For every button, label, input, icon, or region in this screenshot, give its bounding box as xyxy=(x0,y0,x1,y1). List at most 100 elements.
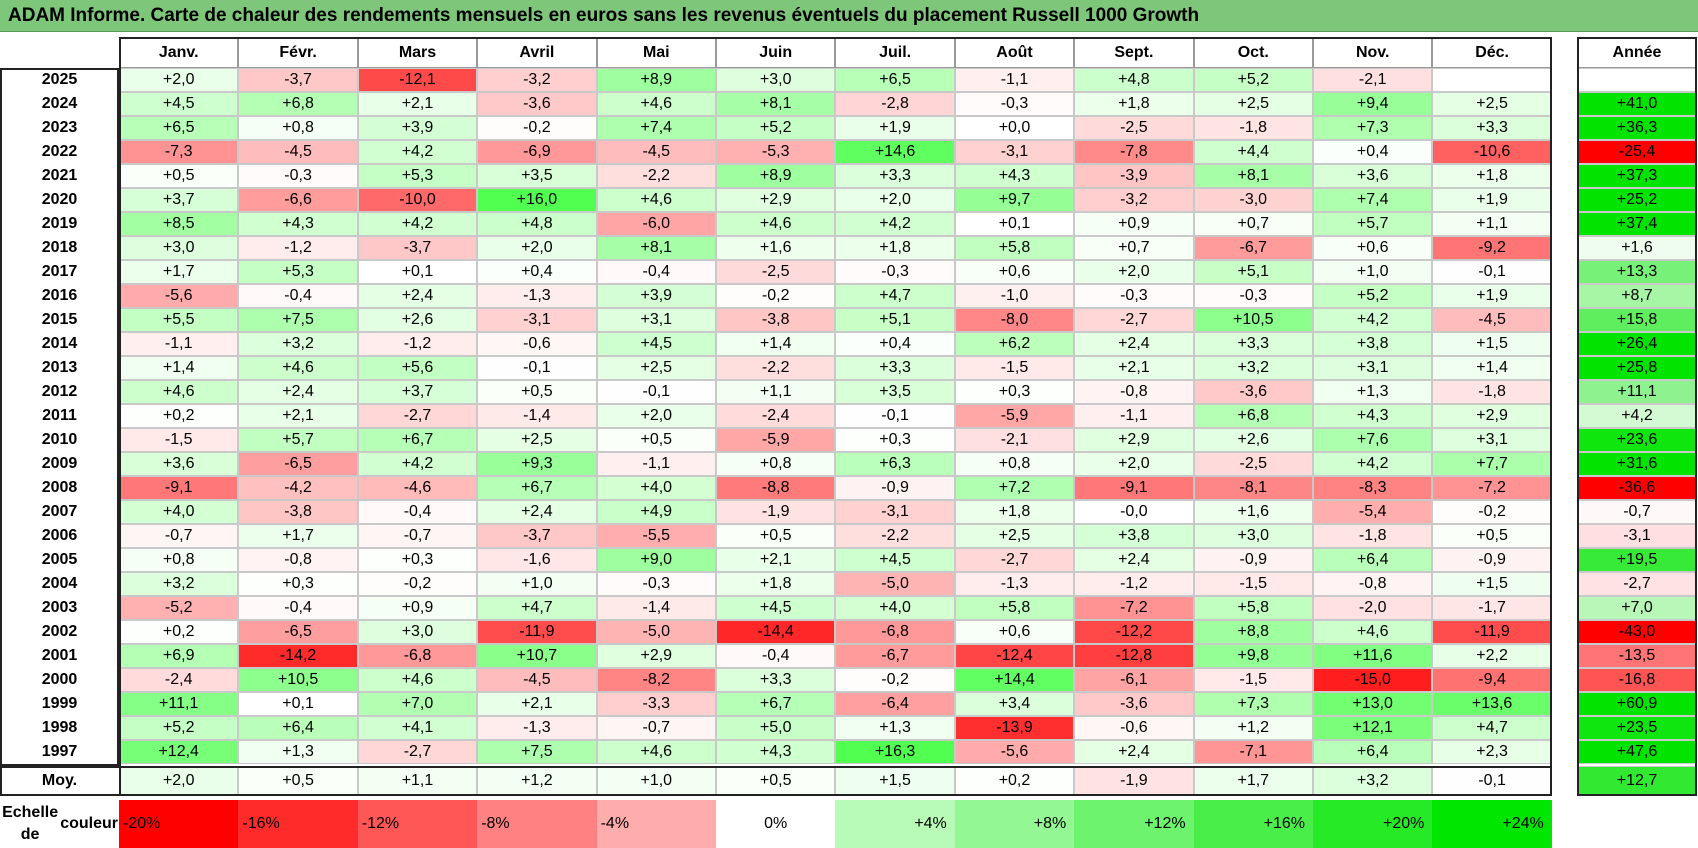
annual-cell: -25,4 xyxy=(1577,140,1697,164)
average-cell: +0,5 xyxy=(238,766,358,796)
heatmap-cell: +2,9 xyxy=(1432,404,1552,428)
heatmap-cell: -1,5 xyxy=(119,428,239,452)
heatmap-cell: -11,9 xyxy=(477,620,597,644)
heatmap-cell: -5,9 xyxy=(954,404,1075,428)
heatmap-cell: +6,3 xyxy=(835,452,955,476)
heatmap-cell: -7,2 xyxy=(1074,596,1194,620)
year-label: 2004 xyxy=(41,575,78,592)
heatmap-cell: -1,8 xyxy=(1313,524,1433,548)
heatmap-cell: -4,5 xyxy=(1432,308,1552,332)
average-cell: +2,0 xyxy=(119,766,239,796)
year-label: 2014 xyxy=(41,335,78,352)
heatmap-cell: +3,7 xyxy=(357,380,478,404)
heatmap-cell: +4,8 xyxy=(477,212,597,236)
heatmap-cell: +2,4 xyxy=(238,380,358,404)
heatmap-cell: -4,2 xyxy=(238,476,358,500)
heatmap-cell: -0,2 xyxy=(716,284,836,308)
heatmap-cell: +3,2 xyxy=(238,332,358,356)
year-label: 2015 xyxy=(41,311,78,328)
heatmap-cell: +2,5 xyxy=(1193,92,1313,116)
heatmap-cell: +9,8 xyxy=(1193,644,1313,668)
heatmap-cell: -5,5 xyxy=(596,524,716,548)
annual-cell: -2,7 xyxy=(1577,572,1697,596)
heatmap-cell: -5,6 xyxy=(119,284,239,308)
heatmap-cell: -2,5 xyxy=(1193,452,1313,476)
average-cell: +0,5 xyxy=(716,766,836,796)
heatmap-cell: +7,7 xyxy=(1432,452,1552,476)
heatmap-cell: +3,8 xyxy=(1074,524,1194,548)
year-label: 2002 xyxy=(41,623,78,640)
heatmap-cell: +3,5 xyxy=(835,380,955,404)
heatmap-cell: -6,8 xyxy=(835,620,955,644)
heatmap-cell: +1,8 xyxy=(954,500,1075,524)
heatmap-cell: -9,1 xyxy=(119,476,239,500)
heatmap-cell: +4,4 xyxy=(1193,140,1313,164)
heatmap-cell: +0,8 xyxy=(716,452,836,476)
heatmap-cell: +3,0 xyxy=(1193,524,1313,548)
year-label: 2025 xyxy=(41,71,78,88)
heatmap-cell: -6,1 xyxy=(1074,668,1194,692)
heatmap-cell: +7,5 xyxy=(477,740,597,764)
heatmap-cell: +0,0 xyxy=(954,116,1075,140)
heatmap-cell: +0,4 xyxy=(835,332,955,356)
heatmap-cell: +0,3 xyxy=(835,428,955,452)
month-header: Nov. xyxy=(1313,37,1433,68)
heatmap-cell: +3,3 xyxy=(835,356,955,380)
heatmap-cell: -3,7 xyxy=(238,68,358,92)
heatmap-cell: -0,7 xyxy=(596,716,716,740)
heatmap-cell: -1,2 xyxy=(357,332,478,356)
heatmap-cell: -2,1 xyxy=(1313,68,1433,92)
heatmap-cell: -0,9 xyxy=(1193,548,1313,572)
heatmap-cell: -1,2 xyxy=(238,236,358,260)
heatmap-cell: +1,4 xyxy=(1432,356,1552,380)
heatmap-cell: -0,3 xyxy=(835,260,955,284)
year-label: 2008 xyxy=(41,479,78,496)
heatmap-cell: +9,7 xyxy=(954,188,1075,212)
heatmap-cell: -1,2 xyxy=(1074,572,1194,596)
heatmap-cell: +4,3 xyxy=(716,740,836,764)
heatmap-cell: +2,0 xyxy=(835,188,955,212)
heatmap-cell: +5,8 xyxy=(1193,596,1313,620)
heatmap-cell: +6,8 xyxy=(1193,404,1313,428)
heatmap-cell: +3,3 xyxy=(1193,332,1313,356)
heatmap-cell: +2,6 xyxy=(1193,428,1313,452)
heatmap-cell: +1,9 xyxy=(1432,284,1552,308)
year-label: 2001 xyxy=(41,647,78,664)
heatmap-cell: +1,3 xyxy=(1313,380,1433,404)
heatmap-cell: +3,3 xyxy=(716,668,836,692)
heatmap-cell: -6,9 xyxy=(477,140,597,164)
color-scale-step: -12% xyxy=(357,800,478,848)
year-label: 2021 xyxy=(41,167,78,184)
year-label: 2022 xyxy=(41,143,78,160)
heatmap-cell: +3,0 xyxy=(357,620,478,644)
heatmap-cell: -9,1 xyxy=(1074,476,1194,500)
annual-cell: +23,6 xyxy=(1577,428,1697,452)
heatmap-cell: +3,1 xyxy=(1432,428,1552,452)
heatmap-cell: -7,1 xyxy=(1193,740,1313,764)
heatmap-cell: +6,7 xyxy=(357,428,478,452)
heatmap-cell: +4,3 xyxy=(1313,404,1433,428)
heatmap-cell: +0,3 xyxy=(954,380,1075,404)
heatmap-cell: +7,2 xyxy=(954,476,1075,500)
heatmap-cell: +6,9 xyxy=(119,644,239,668)
heatmap-cell: +4,5 xyxy=(835,548,955,572)
heatmap-cell: +5,5 xyxy=(119,308,239,332)
heatmap-cell: -0,0 xyxy=(1074,500,1194,524)
annual-cell: -43,0 xyxy=(1577,620,1697,644)
heatmap-cell: +4,6 xyxy=(1313,620,1433,644)
color-scale-step: +24% xyxy=(1432,800,1552,848)
heatmap-cell: +4,7 xyxy=(835,284,955,308)
heatmap-cell: +5,2 xyxy=(119,716,239,740)
annual-cell: +31,6 xyxy=(1577,452,1697,476)
heatmap-cell: +6,8 xyxy=(238,92,358,116)
year-label: 2012 xyxy=(41,383,78,400)
heatmap-cell xyxy=(1432,68,1552,92)
heatmap-cell: +2,0 xyxy=(1074,260,1194,284)
heatmap-cell: -1,1 xyxy=(596,452,716,476)
heatmap-cell: -1,8 xyxy=(1193,116,1313,140)
heatmap-cell: +2,9 xyxy=(716,188,836,212)
heatmap-cell: +8,5 xyxy=(119,212,239,236)
heatmap-cell: -5,0 xyxy=(596,620,716,644)
heatmap-cell: +0,6 xyxy=(954,620,1075,644)
heatmap-cell: +3,4 xyxy=(954,692,1075,716)
